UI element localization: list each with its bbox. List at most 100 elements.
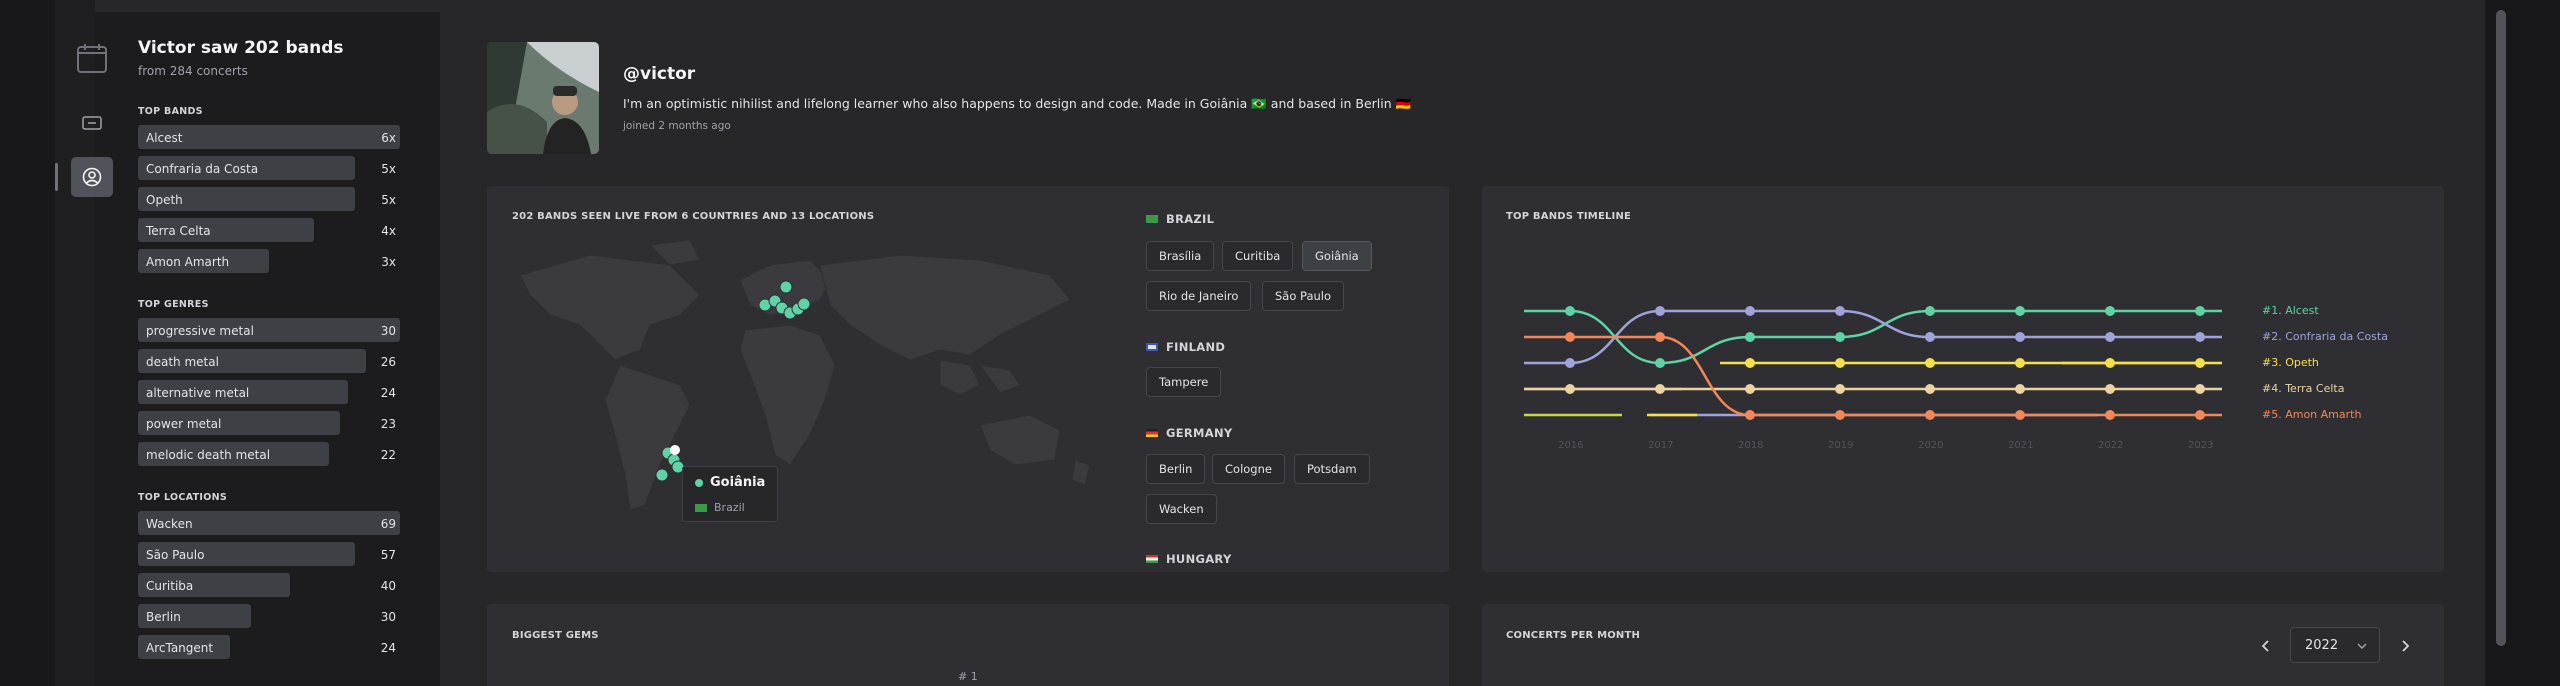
- ticket-icon: [82, 116, 102, 130]
- profile-bio: I'm an optimistic nihilist and lifelong …: [623, 96, 1412, 111]
- genre-label: melodic death metal: [146, 448, 271, 462]
- band-count: 5x: [381, 162, 396, 176]
- band-row[interactable]: Amon Amarth 3x: [138, 249, 400, 273]
- timeline-point: [1835, 332, 1845, 342]
- top-genres-heading: TOP GENRES: [138, 299, 209, 310]
- location-row[interactable]: Wacken 69: [138, 511, 400, 535]
- timeline-band-label: #4. Terra Celta: [2262, 382, 2345, 395]
- map-tooltip: [682, 466, 778, 522]
- timeline-point: [2195, 332, 2205, 342]
- timeline-point: [2015, 384, 2025, 394]
- city-chip[interactable]: Brasília: [1146, 241, 1215, 271]
- country-label: BRAZIL: [1166, 212, 1215, 226]
- prev-year-button[interactable]: [2254, 634, 2278, 658]
- timeline-band-label: #3. Opeth: [2262, 356, 2319, 369]
- genre-row[interactable]: power metal 23: [138, 411, 400, 435]
- country-brazil: BRAZIL: [1146, 212, 1214, 226]
- location-label: ArcTangent: [146, 641, 214, 655]
- timeline-point: [2195, 358, 2205, 368]
- year-select[interactable]: 2022: [2290, 627, 2380, 663]
- timeline-point: [1925, 384, 1935, 394]
- flag-icon: [1146, 343, 1158, 351]
- profile-button[interactable]: [71, 157, 113, 197]
- band-count: 3x: [381, 255, 396, 269]
- location-row[interactable]: Curitiba 40: [138, 573, 400, 597]
- location-row[interactable]: São Paulo 57: [138, 542, 400, 566]
- timeline-point: [1745, 384, 1755, 394]
- next-year-button[interactable]: [2393, 634, 2417, 658]
- band-label: Amon Amarth: [146, 255, 230, 269]
- tooltip-city: Goiânia: [710, 475, 766, 490]
- timeline-year-label: 2020: [1918, 440, 1944, 451]
- timeline-point: [1835, 358, 1845, 368]
- band-row[interactable]: Confraria da Costa 5x: [138, 156, 400, 180]
- city-chip-selected[interactable]: Goiânia: [1302, 241, 1372, 271]
- tooltip-country: Brazil: [714, 501, 745, 514]
- timeline-year-label: 2018: [1738, 440, 1764, 451]
- location-row[interactable]: ArcTangent 24: [138, 635, 400, 659]
- location-bar: [138, 511, 400, 535]
- world-map[interactable]: [500, 235, 1122, 535]
- nav-rail: [55, 0, 95, 686]
- city-chip[interactable]: Tampere: [1146, 367, 1222, 397]
- timeline-point: [1925, 410, 1935, 420]
- timeline-point: [1745, 306, 1755, 316]
- band-row[interactable]: Opeth 5x: [138, 187, 400, 211]
- city-chip[interactable]: Potsdam: [1294, 454, 1370, 484]
- timeline-card: [1482, 186, 2444, 572]
- timeline-card-heading: TOP BANDS TIMELINE: [1506, 211, 1632, 222]
- genre-row[interactable]: alternative metal 24: [138, 380, 400, 404]
- band-label: Opeth: [146, 193, 183, 207]
- genre-row[interactable]: melodic death metal 22: [138, 442, 400, 466]
- location-bar: [138, 635, 230, 659]
- timeline-point: [2105, 384, 2115, 394]
- timeline-point: [1925, 306, 1935, 316]
- tooltip-flag: [695, 504, 707, 512]
- timeline-point: [2195, 384, 2205, 394]
- profile-joined: joined 2 months ago: [623, 120, 731, 132]
- location-count: 24: [380, 641, 396, 655]
- genre-row[interactable]: progressive metal 30: [138, 318, 400, 342]
- band-row[interactable]: Terra Celta 4x: [138, 218, 400, 242]
- location-count: 57: [380, 548, 396, 562]
- genre-label: power metal: [146, 417, 222, 431]
- timeline-point: [2195, 306, 2205, 316]
- gem-rank-label: # 1: [958, 670, 978, 683]
- timeline-year-label: 2023: [2188, 440, 2214, 451]
- year-select-value: 2022: [2305, 638, 2339, 653]
- location-row[interactable]: Berlin 30: [138, 604, 400, 628]
- country-label: HUNGARY: [1166, 552, 1232, 566]
- country-label: FINLAND: [1166, 340, 1226, 354]
- band-bar: [138, 218, 314, 242]
- band-bar: [138, 125, 400, 149]
- location-bar: [138, 604, 251, 628]
- city-chip[interactable]: Curitiba: [1222, 241, 1294, 271]
- timeline-point: [2105, 358, 2115, 368]
- city-chip[interactable]: Rio de Janeiro: [1146, 281, 1252, 311]
- band-row[interactable]: Alcest 6x: [138, 125, 400, 149]
- city-chip[interactable]: Berlin: [1146, 454, 1206, 484]
- location-bar: [138, 542, 355, 566]
- city-chip[interactable]: Wacken: [1146, 494, 1217, 524]
- calendar-icon[interactable]: [72, 38, 112, 78]
- scrollbar[interactable]: [2496, 10, 2506, 646]
- ticket-button[interactable]: [71, 103, 113, 143]
- summary-title: Victor saw 202 bands: [138, 38, 344, 58]
- timeline-point: [1835, 384, 1845, 394]
- genre-bar: [138, 442, 329, 466]
- genre-bar: [138, 349, 366, 373]
- city-chip[interactable]: Cologne: [1212, 454, 1285, 484]
- timeline-point: [1655, 384, 1665, 394]
- timeline-year-label: 2016: [1558, 440, 1584, 451]
- timeline-point: [2015, 332, 2025, 342]
- band-count: 4x: [381, 224, 396, 238]
- profile-handle: @victor: [623, 64, 696, 84]
- flag-icon: [1146, 429, 1158, 437]
- city-chip[interactable]: São Paulo: [1262, 281, 1345, 311]
- timeline-year-label: 2017: [1648, 440, 1674, 451]
- flag-icon: [1146, 215, 1158, 223]
- map-card-heading: 202 BANDS SEEN LIVE FROM 6 COUNTRIES AND…: [512, 211, 875, 222]
- timeline-point: [1565, 306, 1575, 316]
- genre-row[interactable]: death metal 26: [138, 349, 400, 373]
- genre-count: 22: [380, 448, 396, 462]
